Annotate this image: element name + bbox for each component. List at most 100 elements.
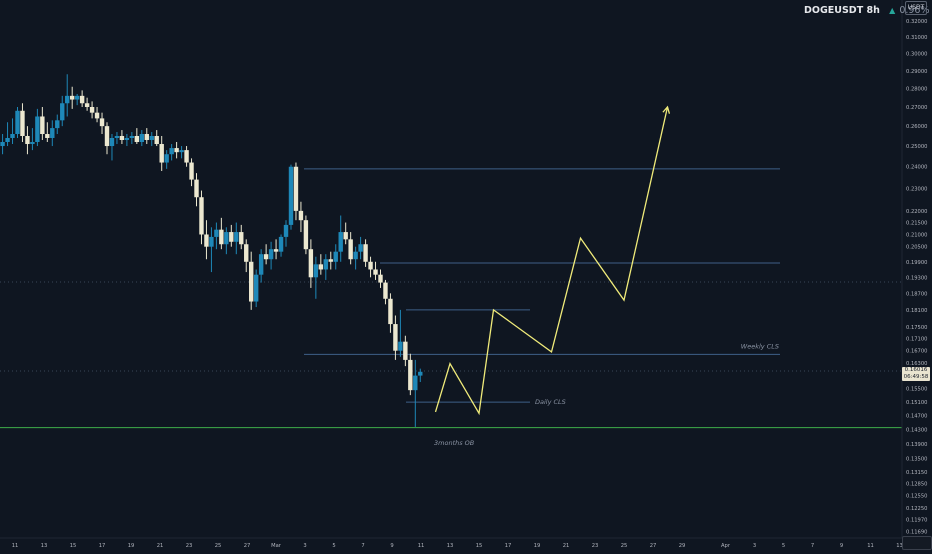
candle-body	[363, 244, 368, 262]
price-tick-label: 0.16300	[906, 361, 927, 367]
candle-body	[333, 251, 338, 262]
time-tick-label: 13	[41, 543, 48, 549]
candle-body	[253, 274, 259, 302]
candle-body	[328, 259, 333, 262]
time-tick-label: 9	[390, 543, 393, 549]
candle-body	[50, 128, 55, 138]
candle-body	[129, 135, 135, 138]
axis-settings-button[interactable]	[902, 536, 932, 550]
time-tick-label: 13	[447, 543, 454, 549]
candle-body	[184, 150, 189, 163]
time-tick-label: 29	[679, 543, 686, 549]
candle-body	[124, 137, 130, 140]
candle-body	[119, 135, 125, 140]
time-tick-label: Apr	[721, 543, 731, 549]
candle-body	[293, 166, 299, 211]
price-tick-label: 0.17500	[906, 325, 927, 331]
candle-body	[209, 236, 214, 247]
candle-body	[169, 148, 174, 155]
time-tick-label: 11	[418, 543, 425, 549]
price-tick-label: 0.23000	[906, 186, 927, 192]
candle-body	[89, 107, 95, 113]
candle-body	[288, 166, 294, 225]
candle-body	[249, 261, 254, 302]
candle-body	[159, 144, 164, 163]
candle-body	[30, 141, 35, 145]
time-tick-label: 15	[70, 543, 77, 549]
time-tick-label: 3	[303, 543, 306, 549]
candle-body	[398, 341, 403, 351]
candle-body	[403, 341, 408, 360]
candle-body	[204, 234, 209, 247]
time-tick-label: 9	[840, 543, 843, 549]
time-tick-label: 15	[476, 543, 483, 549]
price-tick-label: 0.29000	[906, 69, 927, 75]
daily-cls-label: Daily CLS	[535, 398, 566, 406]
candle-body	[104, 126, 110, 147]
price-tick-label: 0.26000	[906, 124, 927, 130]
price-tick-label: 0.21000	[906, 232, 927, 238]
candle-body	[343, 232, 348, 240]
candle-body	[278, 236, 284, 252]
candle-body	[418, 371, 423, 376]
weekly-cls-label: Weekly CLS	[741, 342, 779, 350]
candle-body	[229, 232, 234, 242]
candle-body	[144, 134, 149, 140]
candle-body	[268, 249, 274, 260]
price-tick-label: 0.25000	[906, 144, 927, 150]
candle-body	[368, 261, 373, 270]
time-tick-label: 19	[128, 543, 135, 549]
time-tick-label: 11	[12, 543, 19, 549]
currency-button[interactable]: USDT	[905, 1, 927, 15]
price-tick-label: 0.13900	[906, 442, 927, 448]
candle-body	[199, 197, 204, 235]
candle-body	[40, 116, 45, 135]
candle-body	[10, 134, 15, 138]
candle-body	[224, 232, 229, 245]
change-up-icon: ▲	[889, 6, 896, 15]
candle-body	[84, 103, 90, 107]
candle-body	[353, 251, 358, 260]
candle-body	[149, 135, 154, 140]
price-tick-label: 0.19300	[906, 275, 927, 281]
candle-body	[5, 137, 10, 142]
candle-body	[408, 359, 413, 391]
candle-body	[139, 134, 145, 142]
time-tick-label: 25	[215, 543, 222, 549]
candle-body	[214, 229, 219, 237]
candle-body	[99, 118, 105, 127]
candle-body	[393, 324, 398, 351]
change-percent: 0.96%	[899, 5, 930, 16]
price-tick-label: 0.13150	[906, 470, 927, 476]
candle-body	[20, 110, 25, 136]
price-tick-label: 0.30000	[906, 52, 927, 58]
time-tick-label: 17	[505, 543, 512, 549]
time-tick-label: 5	[332, 543, 335, 549]
time-tick-label: 21	[157, 543, 164, 549]
candle-body	[35, 116, 40, 142]
candle-body	[65, 95, 70, 104]
candle-body	[378, 274, 383, 283]
candle-body	[25, 135, 30, 145]
last-price-tag: 0.16016 06:49:58	[902, 367, 930, 381]
price-tick-label: 0.17100	[906, 337, 927, 343]
price-axis[interactable]	[902, 0, 932, 550]
projection-path[interactable]	[434, 106, 669, 416]
candle-body	[45, 134, 50, 138]
candle-body	[348, 239, 353, 260]
time-axis[interactable]	[0, 538, 902, 550]
time-tick-label: 19	[534, 543, 541, 549]
candle-body	[303, 220, 309, 250]
price-tick-label: 0.16700	[906, 349, 927, 355]
candle-body	[308, 249, 314, 278]
candle-body	[263, 254, 269, 260]
candle-body	[94, 112, 100, 119]
candle-body	[15, 110, 20, 135]
price-tick-label: 0.15500	[906, 387, 927, 393]
time-tick-label: 7	[811, 543, 814, 549]
candle-body	[0, 141, 5, 147]
candle-body	[373, 269, 378, 275]
candle-body	[258, 254, 264, 275]
